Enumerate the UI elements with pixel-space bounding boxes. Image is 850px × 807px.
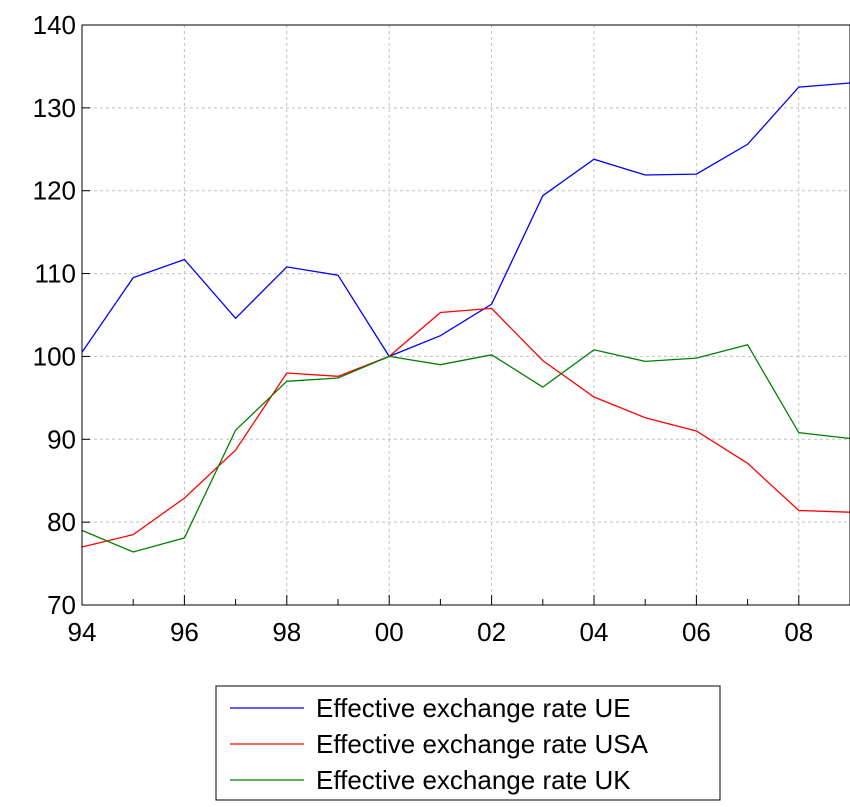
series-line-0	[81, 82, 850, 358]
y-axis: 70 80 90 100 110 120 130 140	[33, 10, 90, 620]
y-tick-label: 90	[47, 424, 76, 454]
x-axis: 94 96 98 00 02 04 06 08	[68, 595, 850, 647]
x-tick-label: 02	[477, 617, 506, 647]
series-line-1	[81, 307, 850, 548]
legend: Effective exchange rate UE Effective exch…	[215, 685, 721, 801]
grid-lines	[82, 25, 850, 605]
x-tick-label: 04	[580, 617, 609, 647]
legend-box	[215, 685, 721, 801]
y-tick-label: 120	[33, 176, 76, 206]
series-line-2	[81, 344, 850, 553]
y-tick-label: 80	[47, 507, 76, 537]
x-tick-label: 98	[272, 617, 301, 647]
plot-area-frame	[81, 24, 850, 606]
legend-label: Effective exchange rate UK	[316, 765, 631, 795]
y-tick-label: 110	[35, 259, 76, 289]
legend-label: Effective exchange rate UE	[316, 693, 631, 723]
y-tick-label: 130	[33, 93, 76, 123]
y-tick-label: 70	[47, 590, 76, 620]
y-tick-label: 100	[33, 341, 76, 371]
series-lines	[81, 82, 850, 553]
x-tick-label: 94	[68, 617, 97, 647]
x-tick-label: 06	[682, 617, 711, 647]
legend-label: Effective exchange rate USA	[316, 729, 649, 759]
x-tick-label: 96	[170, 617, 199, 647]
y-tick-label: 140	[33, 10, 76, 40]
x-tick-label: 08	[784, 617, 813, 647]
x-tick-label: 00	[375, 617, 404, 647]
